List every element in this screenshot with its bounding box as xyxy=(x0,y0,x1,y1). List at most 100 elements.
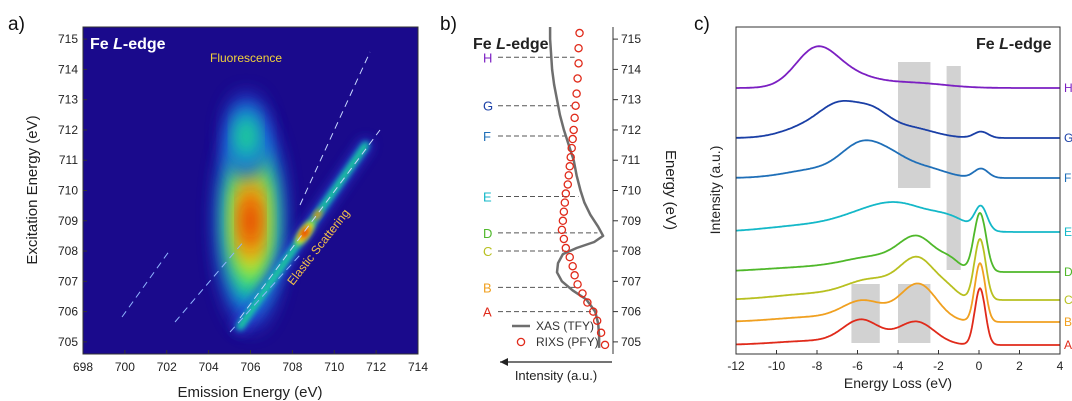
legend-rixs-swatch xyxy=(516,337,526,347)
spectrum-label-D: D xyxy=(1064,265,1072,279)
panel-a-x-title: Emission Energy (eV) xyxy=(177,384,322,401)
y-tick-label: 712 xyxy=(58,123,78,137)
y-tick-label: 713 xyxy=(621,93,641,107)
spectrum-label-G: G xyxy=(1064,131,1072,145)
elastic-peak-2 xyxy=(301,228,309,238)
panel-a: a) Fe L-edge Fluorescence Elastic Scatte… xyxy=(8,14,428,401)
y-tick-label: 712 xyxy=(621,123,641,137)
rixs-pfy-point xyxy=(557,225,567,235)
y-tick-label: 706 xyxy=(621,305,641,319)
y-tick-label: 708 xyxy=(58,244,78,258)
rixs-pfy-point xyxy=(563,180,573,189)
spectrum-label-C: C xyxy=(1064,293,1072,307)
x-tick-label: 700 xyxy=(115,360,135,374)
legend-xas-label: XAS (TFY) xyxy=(536,319,594,333)
rixs-pfy-point xyxy=(561,243,571,253)
panel-a-letter: a) xyxy=(8,14,25,35)
rixs-pfy-point xyxy=(567,143,576,153)
rixs-pfy-point xyxy=(570,271,579,280)
fluorescence-label: Fluorescence xyxy=(210,51,282,65)
y-tick-label: 705 xyxy=(58,335,78,349)
panel-b-series xyxy=(548,27,610,350)
marker-label: A xyxy=(483,305,492,320)
y-tick-label: 711 xyxy=(621,153,640,167)
spectrum-D xyxy=(736,212,1060,273)
guide-line-5 xyxy=(239,129,381,319)
x-tick-label: 702 xyxy=(157,360,177,374)
panel-b-title: Fe L-edge xyxy=(473,36,549,53)
spectrum-H xyxy=(736,45,1060,89)
panel-c-x-ticks: -12 -10 -8 -6 -4 -2 0 2 4 xyxy=(727,350,1064,373)
y-tick-label: 710 xyxy=(58,184,78,198)
y-tick-label: 709 xyxy=(58,214,78,228)
rixs-pfy-point xyxy=(583,298,592,307)
marker-label: E xyxy=(483,190,492,205)
panel-b-y-title: Energy (eV) xyxy=(662,150,679,230)
panel-c-y-title: Intensity (a.u.) xyxy=(707,146,723,235)
panel-b-y-ticks: 705 706 707 708 709 710 711 712 713 714 715 xyxy=(613,32,641,349)
shaded-region xyxy=(898,284,931,343)
rixs-pfy-point xyxy=(575,28,584,38)
rixs-pfy-point xyxy=(573,280,582,289)
y-tick-label: 714 xyxy=(621,62,641,76)
rixs-pfy-point xyxy=(558,216,568,226)
rixs-pfy-point xyxy=(566,152,575,162)
panel-c-x-title: Energy Loss (eV) xyxy=(844,375,952,391)
rixs-pfy-point xyxy=(568,261,577,271)
rixs-pfy-point xyxy=(574,59,583,68)
panel-a-y-ticks: 705 706 707 708 709 710 711 712 713 714 715 xyxy=(58,32,87,349)
x-tick-label: 4 xyxy=(1057,359,1064,373)
panel-c-shaded-regions xyxy=(851,62,961,343)
marker-label: C xyxy=(483,244,492,259)
panel-c-letter: c) xyxy=(694,14,710,35)
fluorescence-level-1-3 xyxy=(237,117,256,155)
intensity-arrow-head xyxy=(500,358,508,366)
rixs-pfy-point xyxy=(560,198,570,207)
marker-label: H xyxy=(483,50,492,65)
rixs-pfy-point xyxy=(573,74,582,83)
y-tick-label: 711 xyxy=(59,153,78,167)
panel-c-title: Fe L-edge xyxy=(976,36,1052,53)
rixs-pfy-point xyxy=(572,89,581,98)
y-tick-label: 706 xyxy=(58,305,78,319)
panel-b-markers: H GF E DC BA xyxy=(483,50,598,320)
guide-line-3 xyxy=(229,254,301,333)
x-tick-label: 698 xyxy=(73,360,93,374)
panel-b: b) Fe L-edge 705 706 707 708 709 710 711 712 713… xyxy=(440,14,679,383)
x-tick-label: 708 xyxy=(282,360,302,374)
marker-label: G xyxy=(483,99,493,114)
rixs-pfy-point xyxy=(561,189,571,198)
x-tick-label: -10 xyxy=(768,359,786,373)
rixs-pfy-point xyxy=(559,207,569,216)
y-tick-label: 708 xyxy=(621,244,641,258)
spectrum-label-F: F xyxy=(1064,171,1071,185)
shaded-region xyxy=(851,284,880,343)
spectrum-A xyxy=(736,287,1060,346)
rixs-pfy-point xyxy=(559,234,569,244)
heatmap-content xyxy=(121,51,381,333)
rixs-pfy-point xyxy=(570,113,579,123)
rixs-pfy-point xyxy=(600,340,610,350)
spectrum-F xyxy=(735,139,1060,179)
x-tick-label: 706 xyxy=(240,360,260,374)
marker-label: D xyxy=(483,226,492,241)
rixs-pfy-point xyxy=(568,134,577,144)
spectrum-label-E: E xyxy=(1064,225,1072,239)
x-tick-label: 710 xyxy=(324,360,344,374)
guide-line-2 xyxy=(174,239,246,323)
x-tick-label: 0 xyxy=(976,359,983,373)
panel-b-letter: b) xyxy=(440,14,457,35)
rixs-pfy-point xyxy=(589,307,598,316)
x-tick-label: -2 xyxy=(933,359,944,373)
marker-label: F xyxy=(483,129,491,144)
spectrum-label-B: B xyxy=(1064,315,1072,329)
rixs-pfy-point xyxy=(596,328,606,338)
rixs-pfy-point xyxy=(569,125,578,135)
x-tick-label: 714 xyxy=(408,360,428,374)
y-tick-label: 705 xyxy=(621,335,641,349)
y-tick-label: 715 xyxy=(58,32,78,46)
y-tick-label: 709 xyxy=(621,214,641,228)
